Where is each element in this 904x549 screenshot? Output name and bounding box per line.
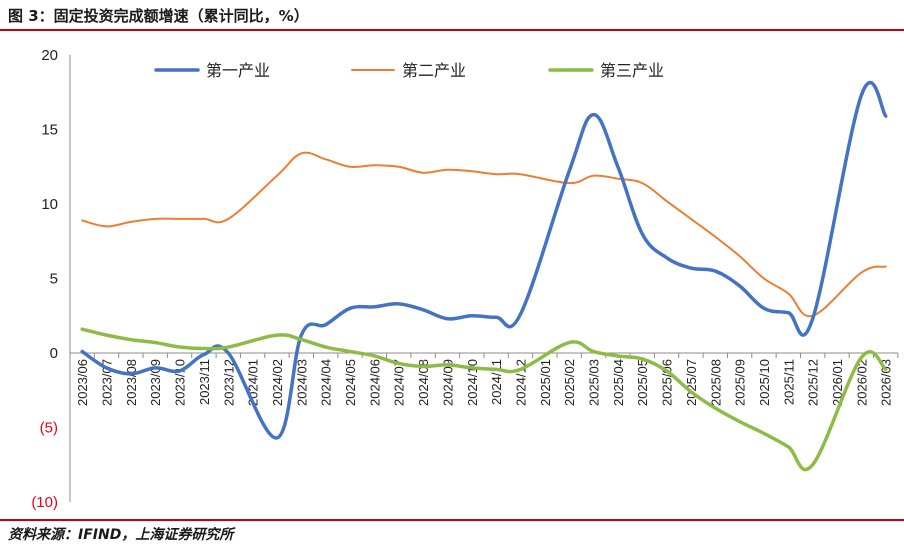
legend-label-2: 第二产业 <box>402 61 466 80</box>
x-tick-label: 2025/01 <box>538 359 553 406</box>
x-tick-label: 2024/01 <box>246 359 261 406</box>
x-tick-label: 2023/09 <box>148 359 163 406</box>
x-tick-label: 2025/10 <box>757 359 772 406</box>
x-tick-label: 2026/02 <box>854 359 869 406</box>
y-tick-label: (10) <box>31 494 58 511</box>
series-lines <box>80 81 888 472</box>
x-tick-label: 2024/11 <box>489 359 504 405</box>
y-tick-label: 0 <box>50 345 58 362</box>
x-tick-label: 2024/05 <box>343 359 358 406</box>
x-tick-label: 2025/12 <box>806 359 821 406</box>
chart-title: 图 3：固定投资完成额增速（累计同比，%） <box>8 7 309 25</box>
bottom-divider <box>0 519 904 521</box>
x-axis-labels: 2023/06 2023/07 2023/08 2023/09 2023/10 2023/… <box>75 359 894 406</box>
x-tick-label: 2023/06 <box>75 359 90 406</box>
y-axis-labels: 20 15 10 5 0 (5) (10) <box>31 47 58 511</box>
x-tick-label: 2025/05 <box>635 359 650 406</box>
x-tick-label: 2026/01 <box>830 359 845 406</box>
x-tick-label: 2025/02 <box>562 359 577 406</box>
x-tick-label: 2024/06 <box>367 359 382 406</box>
series-line-3 <box>80 327 888 472</box>
y-tick-label: 15 <box>41 122 58 139</box>
y-tick-label: 10 <box>41 196 58 213</box>
x-tick-label: 2024/09 <box>440 359 455 406</box>
x-tick-label: 2024/04 <box>319 359 334 406</box>
x-tick-label: 2026/03 <box>879 359 894 406</box>
x-tick-label: 2024/02 <box>270 359 285 406</box>
legend-label-1: 第一产业 <box>206 61 270 80</box>
x-tick-label: 2024/10 <box>465 359 480 406</box>
y-tick-label: (5) <box>40 420 58 437</box>
top-divider <box>0 29 904 31</box>
x-tick-label: 2024/08 <box>416 359 431 406</box>
legend: 第一产业 第二产业 第三产业 <box>154 61 664 80</box>
x-tick-label: 2025/11 <box>781 359 796 405</box>
x-tick-label: 2024/07 <box>392 359 407 406</box>
y-tick-label: 20 <box>41 47 58 64</box>
legend-label-3: 第三产业 <box>600 61 664 80</box>
x-tick-label: 2025/08 <box>708 359 723 406</box>
y-tick-label: 5 <box>50 271 58 288</box>
x-tick-label: 2025/03 <box>587 359 602 406</box>
series-line-2 <box>81 151 887 318</box>
axes <box>69 55 899 502</box>
source-note: 资料来源：IFIND，上海证券研究所 <box>8 527 234 543</box>
x-tick-label: 2023/08 <box>124 359 139 406</box>
x-tick-label: 2025/04 <box>611 359 626 406</box>
x-tick-label: 2023/12 <box>221 359 236 406</box>
x-tick-label: 2024/03 <box>294 359 309 406</box>
x-tick-label: 2025/09 <box>733 359 748 406</box>
x-tick-label: 2025/07 <box>684 359 699 406</box>
x-tick-label: 2023/11 <box>197 359 212 405</box>
